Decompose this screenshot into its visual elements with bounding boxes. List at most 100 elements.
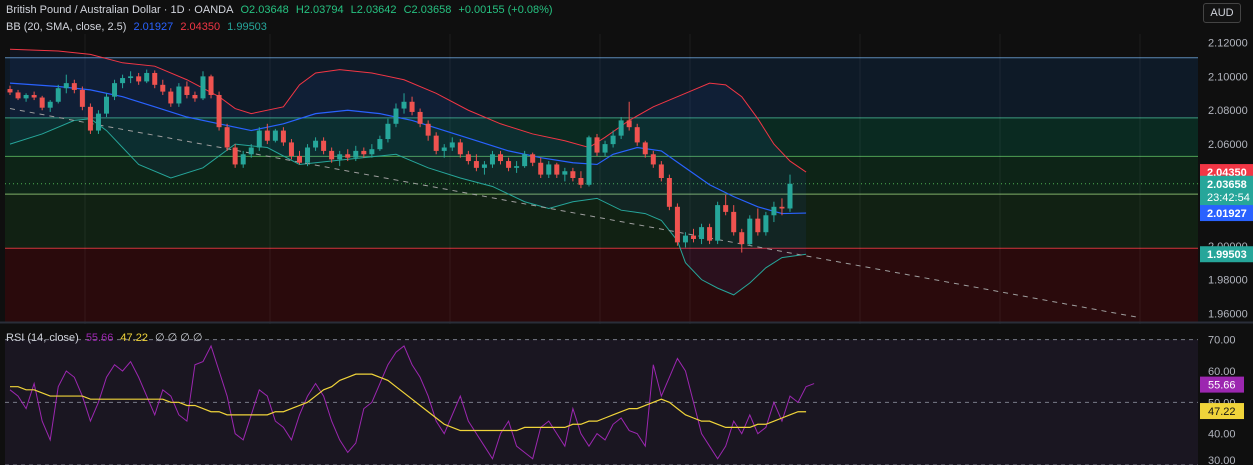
rsi-legend[interactable]: RSI (14, close) 55.66 47.22 ∅ ∅ ∅ ∅ [6, 331, 207, 344]
price-tick-label: 2.12000 [1208, 37, 1248, 49]
dashed-trend-line [9, 108, 1136, 318]
tag-countdown: 23:42:54 [1207, 192, 1250, 204]
candle-body [353, 150, 359, 158]
candle-body [763, 215, 769, 233]
candle [224, 123, 230, 151]
candle [79, 86, 85, 111]
candle [489, 150, 495, 168]
candle [47, 100, 53, 112]
zone-3 [5, 194, 1198, 249]
candle-body [280, 130, 286, 143]
candle [409, 96, 415, 116]
candle-body [755, 218, 761, 233]
candle [578, 171, 584, 189]
candle [71, 79, 77, 94]
candle-body [626, 120, 632, 128]
candle-body [377, 139, 383, 150]
candle-body [409, 101, 415, 112]
candle [602, 140, 608, 156]
candle [329, 147, 335, 163]
candle [240, 150, 246, 168]
candle [256, 127, 262, 151]
candle-body [642, 142, 648, 155]
candle-body [39, 97, 45, 108]
candle [674, 203, 680, 246]
candle [208, 74, 214, 99]
candle [280, 127, 286, 146]
ohlc-change: +0.00155 (+0.08%) [458, 4, 553, 16]
candle [95, 110, 101, 134]
candle [112, 79, 118, 101]
candle [522, 150, 528, 168]
rsi-tick-label: 30.00 [1208, 455, 1236, 465]
candle-body [192, 94, 198, 99]
currency-button[interactable]: AUD [1203, 3, 1241, 23]
candle [465, 150, 471, 165]
candle [481, 161, 487, 175]
rsi-tick-label: 60.00 [1208, 366, 1236, 378]
price-tick-label: 1.96000 [1208, 309, 1248, 321]
symbol-legend: British Pound / Australian Dollar · 1D ·… [6, 4, 557, 16]
candle-body [87, 106, 93, 131]
candle-body [329, 150, 335, 160]
zone-bands [5, 57, 1198, 322]
bb-legend[interactable]: BB (20, SMA, close, 2.5) 2.01927 2.04350… [6, 21, 271, 33]
rsi-ma-value: 47.22 [120, 332, 148, 344]
candle [473, 154, 479, 172]
candle-body [208, 76, 214, 95]
candle [337, 150, 343, 167]
bb-basis-value: 2.01927 [133, 21, 174, 33]
candle-body [71, 83, 77, 90]
candle-body [715, 205, 721, 241]
candle-body [465, 154, 471, 162]
candle-body [747, 218, 753, 245]
candle [634, 123, 640, 146]
candle-body [666, 178, 672, 207]
candle [136, 72, 142, 85]
candle-body [787, 183, 793, 209]
rsi-bg [0, 324, 1198, 465]
candle-body [128, 76, 134, 79]
candle [184, 81, 190, 99]
candle-body [361, 150, 367, 155]
candle [755, 208, 761, 236]
candle-body [457, 142, 463, 155]
candle-body [650, 154, 656, 165]
rsi-pane [0, 324, 1198, 465]
tag-close-bg [1200, 175, 1253, 206]
rsi-value: 55.66 [85, 332, 114, 344]
candle-body [481, 164, 487, 168]
candle [498, 150, 504, 165]
candle [168, 88, 174, 107]
candle-body [610, 135, 616, 145]
candle [586, 135, 592, 187]
candle-body [296, 155, 302, 163]
candle-body [112, 83, 118, 97]
candle-body [63, 83, 69, 89]
candle [514, 161, 520, 173]
candle-body [321, 140, 327, 151]
bb-basis-line [9, 82, 807, 215]
rsi-tick-label: 70.00 [1208, 335, 1236, 347]
candle-body [779, 206, 785, 209]
candle-body [417, 111, 423, 124]
candle [144, 69, 150, 84]
candle-body [136, 76, 142, 82]
candle-body [441, 147, 447, 151]
candle-body [385, 123, 391, 140]
ohlc-high: H2.03794 [295, 4, 344, 16]
candle [594, 133, 600, 156]
candle [7, 85, 13, 95]
zone-2 [5, 156, 1198, 195]
candle-body [264, 130, 270, 141]
candle [345, 149, 351, 162]
candle [353, 145, 359, 162]
zone-1 [5, 117, 1198, 157]
candle-body [554, 164, 560, 175]
candle [723, 194, 729, 216]
candle-body [168, 91, 174, 104]
ohlc-low: L2.03642 [350, 4, 397, 16]
bb-lower-line [9, 118, 807, 296]
candle-body [425, 123, 431, 136]
